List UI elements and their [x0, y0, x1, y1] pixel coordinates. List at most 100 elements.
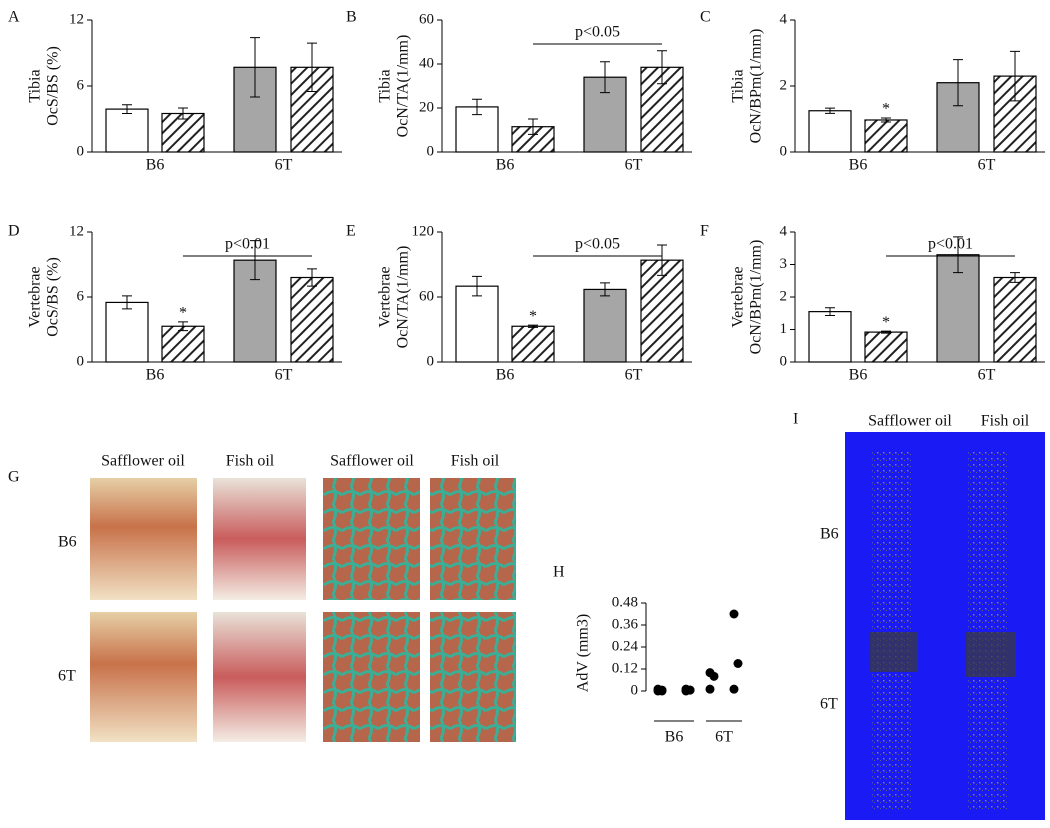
panel-letter: D [8, 223, 20, 240]
error-bar [178, 107, 188, 120]
y-axis-label: OcS/BS (%) [45, 46, 62, 126]
y-tick-label: 20 [419, 99, 434, 115]
error-bar [825, 307, 835, 317]
group-label: 6T [978, 157, 996, 174]
panel-letter: C [700, 9, 711, 26]
bar [161, 112, 205, 153]
histology-image [90, 612, 197, 742]
column-label: Safflower oil [101, 453, 185, 470]
y-tick-label: 6 [77, 288, 85, 304]
y-axis-label: Tibia [730, 69, 747, 102]
histology-image [213, 612, 306, 742]
column-label: Fish oil [451, 453, 500, 470]
y-axis-label: AdV (mm3) [575, 614, 592, 692]
error-bar [1010, 50, 1020, 102]
data-point [729, 609, 739, 619]
error-bar [250, 240, 260, 281]
y-axis-label: Vertebrae [27, 266, 44, 327]
micro-ct-bone [966, 632, 1016, 677]
column-label: Fish oil [981, 413, 1030, 430]
panel-letter: F [700, 223, 709, 240]
error-bar [657, 244, 667, 276]
histology-image [323, 612, 420, 742]
data-point [733, 659, 743, 668]
error-bar [307, 268, 317, 287]
error-bar [1010, 272, 1020, 283]
group-label: 6T [625, 367, 643, 384]
panel-letter: G [8, 469, 20, 486]
y-tick-label: 3 [780, 256, 788, 272]
y-tick-label: 0 [77, 353, 85, 369]
data-point [729, 684, 739, 694]
bracket-label: p<0.01 [928, 236, 973, 253]
group-label: B6 [849, 157, 868, 174]
group-label: B6 [849, 367, 868, 384]
error-bar [657, 50, 667, 85]
y-tick-label: 40 [419, 55, 434, 71]
data-point [657, 686, 667, 696]
panel-letter: B [346, 9, 357, 26]
bar [290, 276, 334, 363]
bracket-label: p<0.05 [575, 24, 620, 41]
error-bar [528, 118, 538, 135]
panel-letter: A [8, 9, 20, 26]
y-tick-label: 4 [780, 11, 788, 27]
y-tick-label: 12 [69, 11, 84, 27]
y-tick-label: 2 [780, 77, 788, 93]
data-point [685, 685, 695, 695]
bar [455, 285, 499, 363]
bar [640, 259, 684, 363]
group-label: 6T [275, 367, 293, 384]
histology-image [323, 478, 420, 600]
y-axis-label: OcN/TA(1/mm) [395, 246, 412, 349]
group-label: 6T [715, 729, 733, 746]
y-tick-label: 0 [631, 682, 639, 698]
y-axis-label: Vertebrae [730, 266, 747, 327]
group-label: B6 [146, 367, 165, 384]
row-label: 6T [820, 696, 838, 713]
significance-star: * [882, 314, 890, 331]
error-bar [600, 61, 610, 94]
y-axis-label: OcS/BS (%) [45, 257, 62, 337]
column-label: Fish oil [226, 453, 275, 470]
error-bar [472, 98, 482, 116]
y-tick-label: 0.12 [612, 660, 638, 676]
y-tick-label: 2 [780, 288, 788, 304]
bar [105, 108, 149, 153]
error-bar [178, 321, 188, 332]
histology-image [90, 478, 197, 600]
y-tick-label: 0 [427, 143, 435, 159]
y-tick-label: 1 [780, 321, 788, 337]
significance-star: * [179, 305, 187, 322]
data-point [705, 684, 715, 694]
group-label: 6T [625, 157, 643, 174]
y-tick-label: 6 [77, 77, 85, 93]
y-axis-label: OcN/BPm(1/mm) [748, 240, 765, 355]
error-bar [825, 107, 835, 114]
y-tick-label: 0 [77, 143, 85, 159]
error-bar [122, 104, 132, 114]
y-tick-label: 4 [780, 223, 788, 239]
error-bar [953, 59, 963, 107]
y-tick-label: 0 [780, 143, 788, 159]
significance-star: * [529, 308, 537, 325]
panel-letter: I [793, 411, 798, 428]
bar [161, 325, 205, 363]
y-tick-label: 0 [427, 353, 435, 369]
histology-image [213, 478, 306, 600]
bar [105, 301, 149, 363]
bar [511, 325, 555, 363]
group-label: 6T [275, 157, 293, 174]
data-point [709, 671, 719, 681]
group-label: B6 [496, 367, 515, 384]
bracket-label: p<0.01 [225, 236, 270, 253]
y-tick-label: 0.24 [612, 638, 639, 654]
group-label: B6 [496, 157, 515, 174]
error-bar [953, 236, 963, 274]
error-bar [307, 42, 317, 92]
y-tick-label: 60 [419, 288, 434, 304]
column-label: Safflower oil [330, 453, 414, 470]
group-label: B6 [146, 157, 165, 174]
bar [808, 110, 852, 153]
